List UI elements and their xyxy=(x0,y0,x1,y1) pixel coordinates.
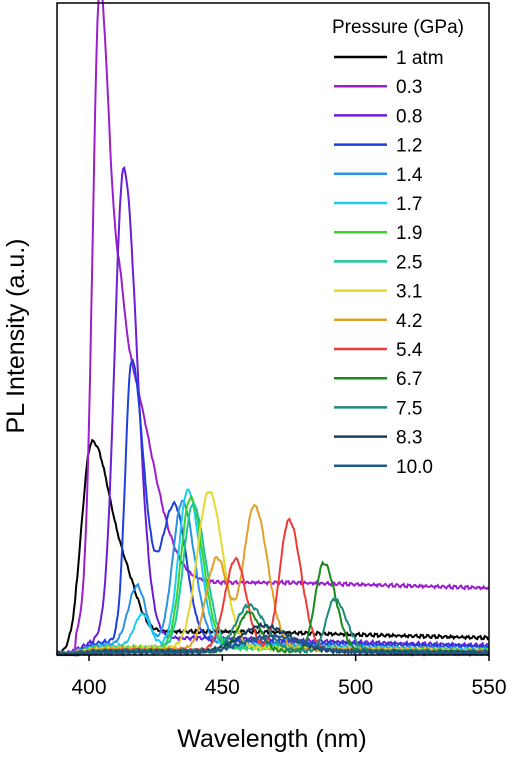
series-line xyxy=(56,358,490,657)
legend-label: 6.7 xyxy=(396,369,422,390)
legend-label: 10.0 xyxy=(396,457,433,478)
x-tick-label: 400 xyxy=(71,676,106,699)
series-line xyxy=(56,438,490,656)
legend-label: 4.2 xyxy=(396,311,422,332)
legend-label: 2.5 xyxy=(396,252,422,273)
legend-label: 1.9 xyxy=(396,223,422,244)
series-line xyxy=(56,165,490,657)
series-curves xyxy=(56,0,490,657)
x-tick-label: 450 xyxy=(205,676,240,699)
legend-label: 1.7 xyxy=(396,194,422,215)
series-line xyxy=(56,0,490,657)
y-axis-label: PL Intensity (a.u.) xyxy=(2,239,30,434)
legend-label: 1.2 xyxy=(396,136,422,157)
legend-label: 0.3 xyxy=(396,77,422,98)
legend-title: Pressure (GPa) xyxy=(332,17,464,38)
series-line xyxy=(56,621,490,657)
x-axis-label: Wavelength (nm) xyxy=(177,725,366,753)
series-line xyxy=(56,633,490,657)
legend: Pressure (GPa) 1 atm 0.3 0.8 1.2 1.4 1.7 1.9 2.… xyxy=(332,17,464,478)
legend-label: 8.3 xyxy=(396,428,422,449)
x-tick-label: 500 xyxy=(338,676,373,699)
legend-label: 5.4 xyxy=(396,340,423,361)
plot-frame xyxy=(56,2,490,656)
legend-label: 1.4 xyxy=(396,165,423,186)
legend-label: 7.5 xyxy=(396,398,422,419)
legend-label: 3.1 xyxy=(396,282,422,303)
legend-label: 1 atm xyxy=(396,48,444,69)
x-tick-label: 550 xyxy=(471,676,506,699)
x-axis-ticks: 400 450 500 550 xyxy=(71,655,507,699)
legend-label: 0.8 xyxy=(396,106,422,127)
